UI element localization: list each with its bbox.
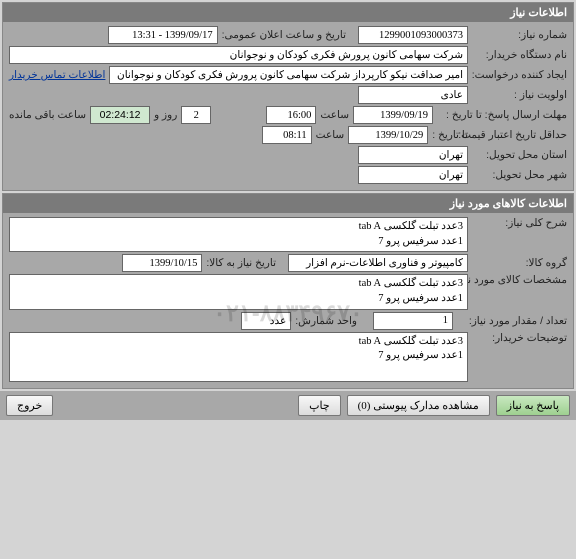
mincredit-label: حداقل تاریخ اعتبار قیمت: bbox=[472, 129, 567, 141]
general-desc-label: شرح کلی نیاز: bbox=[472, 217, 567, 229]
group-field[interactable] bbox=[288, 254, 468, 272]
mincredit-time[interactable] bbox=[262, 126, 312, 144]
creator-label: ایجاد کننده درخواست: bbox=[472, 69, 567, 81]
remaining-suffix: ساعت باقی مانده bbox=[9, 109, 86, 121]
item-spec-field[interactable] bbox=[9, 274, 468, 309]
remaining-days-label: روز و bbox=[154, 109, 177, 121]
need-date-label: تاریخ نیاز به کالا: bbox=[206, 257, 276, 269]
print-button[interactable]: چاپ bbox=[298, 395, 341, 416]
deadline-date[interactable] bbox=[353, 106, 433, 124]
exit-button[interactable]: خروج bbox=[6, 395, 53, 416]
priority-label: اولویت نیاز : bbox=[472, 89, 567, 101]
panel1-header: اطلاعات نیاز bbox=[3, 3, 573, 22]
delivery-city-field[interactable] bbox=[358, 166, 468, 184]
unit-label: واحد شمارش: bbox=[295, 315, 357, 327]
remaining-timer bbox=[90, 106, 150, 124]
req-no-field[interactable] bbox=[358, 26, 468, 44]
qty-field[interactable] bbox=[373, 312, 453, 330]
contact-link[interactable]: اطلاعات تماس خریدار bbox=[9, 69, 105, 81]
group-label: گروه کالا: bbox=[472, 257, 567, 269]
respond-button[interactable]: پاسخ به نیاز bbox=[496, 395, 570, 416]
qty-label: تعداد / مقدار مورد نیاز: bbox=[457, 315, 567, 327]
announce-field[interactable] bbox=[108, 26, 218, 44]
deadline-time-label: ساعت bbox=[320, 109, 349, 121]
panel2-body: شرح کلی نیاز: گروه کالا: تاریخ نیاز به ک… bbox=[3, 213, 573, 388]
requirement-info-panel: اطلاعات نیاز شماره نیاز: تاریخ و ساعت اع… bbox=[2, 2, 574, 191]
deadline-time[interactable] bbox=[266, 106, 316, 124]
deadline-label: مهلت ارسال پاسخ: تا تاریخ : bbox=[437, 109, 567, 121]
item-spec-label: مشخصات کالای مورد نیاز: bbox=[472, 274, 567, 286]
general-desc-field[interactable] bbox=[9, 217, 468, 252]
panel1-body: شماره نیاز: تاریخ و ساعت اعلان عمومی: نا… bbox=[3, 22, 573, 190]
announce-label: تاریخ و ساعت اعلان عمومی: bbox=[222, 29, 346, 41]
delivery-prov-field[interactable] bbox=[358, 146, 468, 164]
buyer-org-label: نام دستگاه خریدار: bbox=[472, 49, 567, 61]
attachments-button[interactable]: مشاهده مدارک پیوستی (0) bbox=[347, 395, 490, 416]
mincredit-sublabel: تا تاریخ : bbox=[432, 129, 468, 141]
panel2-header: اطلاعات کالاهای مورد نیاز bbox=[3, 194, 573, 213]
mincredit-date[interactable] bbox=[348, 126, 428, 144]
req-no-label: شماره نیاز: bbox=[472, 29, 567, 41]
remaining-days bbox=[181, 106, 211, 124]
mincredit-time-label: ساعت bbox=[316, 129, 345, 141]
buyer-note-label: توضیحات خریدار: bbox=[472, 332, 567, 344]
footer-bar: پاسخ به نیاز مشاهده مدارک پیوستی (0) چاپ… bbox=[0, 391, 576, 420]
need-date-field[interactable] bbox=[122, 254, 202, 272]
delivery-prov-label: استان محل تحویل: bbox=[472, 149, 567, 161]
delivery-city-label: شهر محل تحویل: bbox=[472, 169, 567, 181]
goods-info-panel: اطلاعات کالاهای مورد نیاز شرح کلی نیاز: … bbox=[2, 193, 574, 389]
creator-field[interactable] bbox=[109, 66, 468, 84]
buyer-note-field[interactable] bbox=[9, 332, 468, 382]
unit-field[interactable] bbox=[241, 312, 291, 330]
priority-field[interactable] bbox=[358, 86, 468, 104]
buyer-org-field[interactable] bbox=[9, 46, 468, 64]
